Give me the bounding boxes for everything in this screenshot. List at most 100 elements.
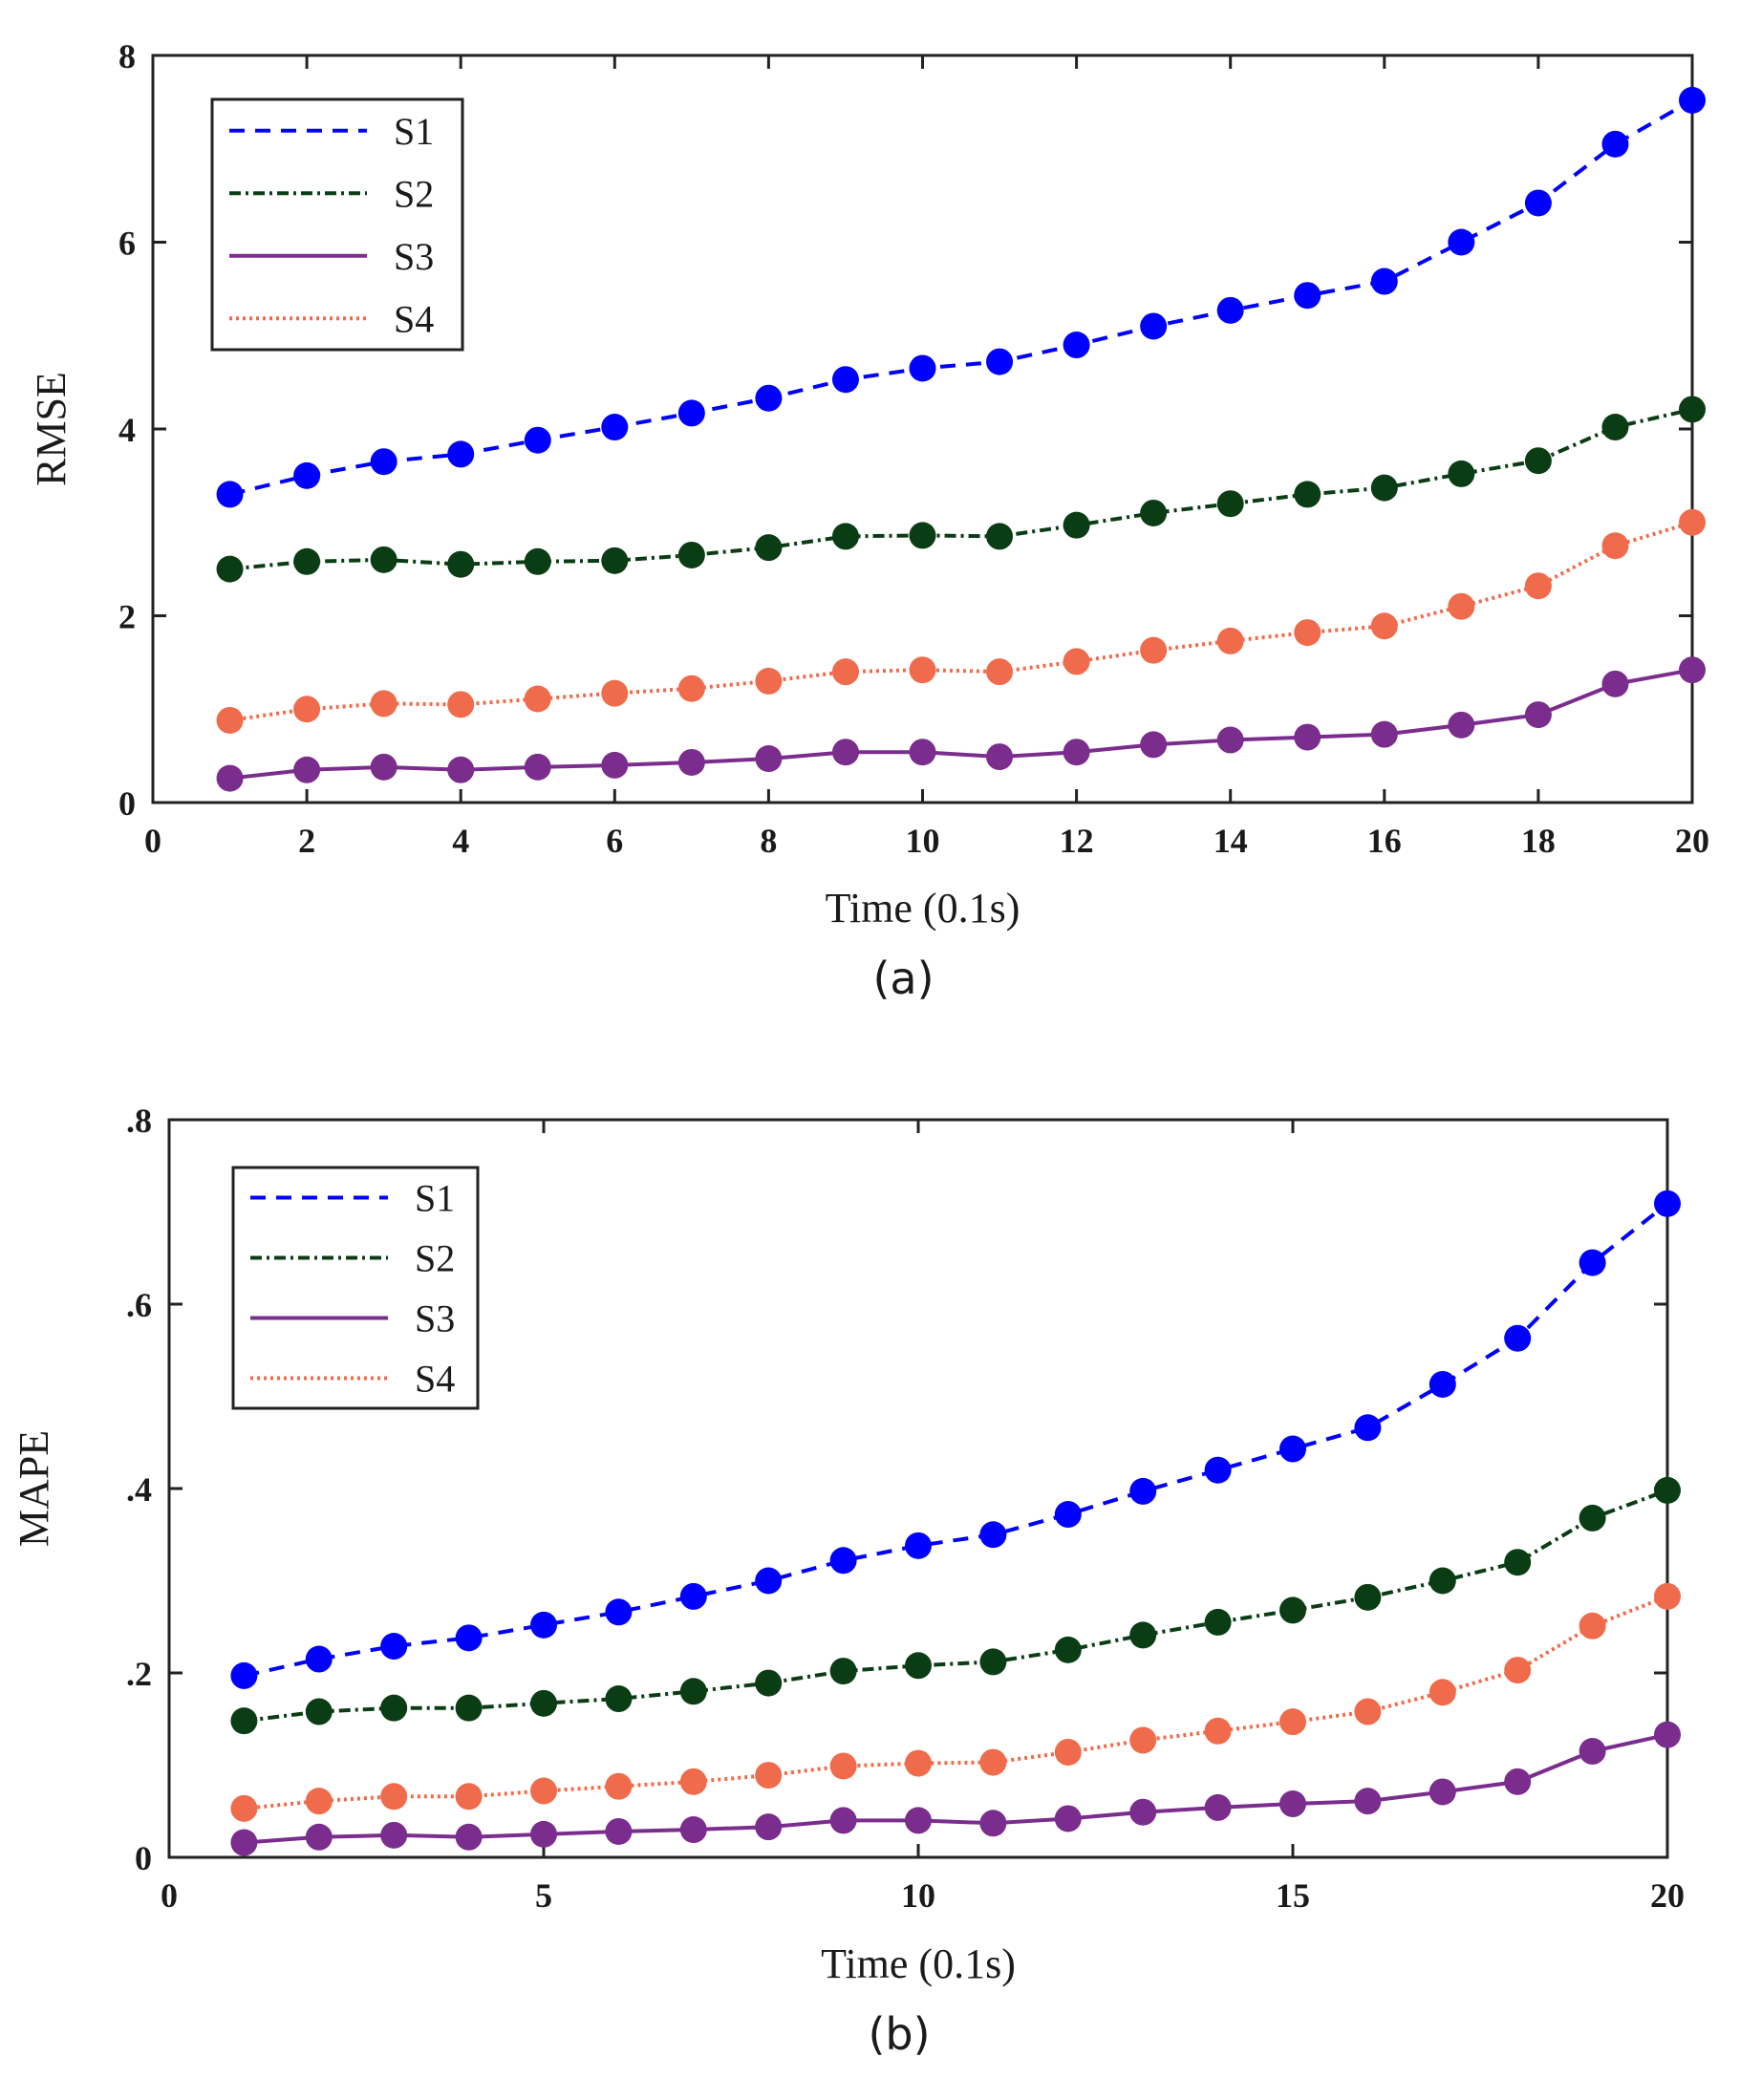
data-point-s3 — [829, 1807, 857, 1834]
series-line-s1 — [229, 98, 1693, 497]
data-point-s3 — [679, 1816, 707, 1844]
data-point-s3 — [1601, 670, 1629, 697]
data-point-s4 — [1579, 1612, 1606, 1639]
y-tick-label: .2 — [126, 1655, 152, 1693]
data-point-s3 — [1579, 1738, 1606, 1766]
data-point-s1 — [1129, 1477, 1157, 1505]
data-point-s2 — [986, 523, 1014, 550]
data-point-s1 — [1524, 189, 1552, 217]
data-point-s4 — [679, 1768, 707, 1795]
data-point-s1 — [1504, 1324, 1532, 1352]
data-point-s2 — [829, 1658, 857, 1685]
x-tick-label: 8 — [760, 822, 777, 860]
data-point-s3 — [905, 1807, 932, 1834]
legend-label-s2: S2 — [394, 172, 434, 215]
data-point-s1 — [1370, 268, 1398, 295]
data-point-s2 — [905, 1652, 932, 1680]
x-tick-label: 10 — [901, 1876, 935, 1915]
legend-label-s3: S3 — [394, 235, 434, 278]
data-point-s1 — [447, 440, 475, 468]
x-tick-label: 6 — [606, 822, 623, 860]
data-point-s2 — [1429, 1567, 1456, 1595]
data-point-s3 — [305, 1823, 333, 1851]
data-point-s4 — [831, 658, 859, 686]
data-point-s1 — [1654, 1189, 1681, 1217]
data-point-s4 — [677, 675, 705, 702]
data-point-s1 — [1579, 1249, 1606, 1276]
y-tick-label: 8 — [118, 37, 136, 75]
data-point-s2 — [1129, 1621, 1157, 1649]
data-point-s4 — [605, 1772, 633, 1800]
data-point-s2 — [1063, 511, 1090, 539]
data-point-s3 — [1054, 1805, 1082, 1832]
data-point-s1 — [979, 1521, 1007, 1549]
data-point-s4 — [1524, 572, 1552, 600]
data-point-s2 — [1054, 1636, 1082, 1663]
data-point-s1 — [293, 461, 321, 489]
data-point-s2 — [601, 546, 629, 574]
data-point-s2 — [605, 1685, 633, 1713]
y-tick-label: 0 — [118, 784, 136, 823]
y-tick-label: .4 — [126, 1470, 152, 1509]
data-point-s4 — [986, 658, 1014, 686]
data-point-s4 — [380, 1783, 408, 1811]
data-point-s4 — [455, 1783, 483, 1811]
data-point-s1 — [605, 1598, 633, 1626]
data-point-s2 — [1216, 490, 1244, 518]
y-tick-label: 2 — [118, 598, 136, 636]
data-point-s1 — [1429, 1370, 1456, 1398]
data-point-s4 — [1140, 636, 1168, 664]
legend-box — [210, 97, 464, 352]
data-point-s4 — [829, 1752, 857, 1780]
data-point-s3 — [1524, 701, 1552, 729]
data-point-s4 — [305, 1788, 333, 1815]
data-point-s1 — [1679, 86, 1706, 114]
data-point-s4 — [1448, 592, 1475, 620]
data-point-s4 — [1679, 508, 1706, 536]
y-axis-title: MAPE — [11, 1430, 57, 1547]
y-tick-label: .8 — [126, 1102, 152, 1140]
data-point-s1 — [1294, 282, 1321, 310]
data-point-s1 — [1216, 296, 1244, 324]
data-point-s3 — [530, 1820, 557, 1848]
data-point-s1 — [909, 354, 936, 382]
data-point-s1 — [455, 1624, 483, 1652]
data-point-s3 — [755, 1813, 783, 1841]
data-point-s2 — [755, 534, 783, 562]
data-point-s4 — [1370, 612, 1398, 640]
data-point-s4 — [755, 1762, 783, 1789]
y-tick-label: .6 — [126, 1286, 152, 1324]
x-tick-label: 15 — [1276, 1876, 1310, 1915]
series-line-s2 — [229, 407, 1693, 571]
data-point-s1 — [1448, 228, 1475, 256]
panel-label: (a) — [872, 953, 934, 1004]
data-point-s3 — [1429, 1778, 1456, 1806]
data-point-s4 — [1129, 1726, 1157, 1754]
data-point-s4 — [1204, 1717, 1232, 1745]
x-tick-label: 20 — [1675, 822, 1709, 860]
legend-box — [231, 1166, 480, 1410]
data-point-s1 — [370, 448, 397, 476]
data-point-s1 — [230, 1661, 258, 1689]
data-point-s3 — [755, 745, 783, 773]
data-point-s3 — [380, 1821, 408, 1849]
x-tick-label: 10 — [906, 822, 940, 860]
x-tick-label: 4 — [452, 822, 469, 860]
series-s4 — [216, 508, 1706, 734]
data-point-s4 — [1654, 1582, 1681, 1610]
x-tick-label: 2 — [298, 822, 315, 860]
data-point-s1 — [601, 414, 629, 441]
data-point-s1 — [1601, 130, 1629, 158]
data-point-s2 — [1654, 1476, 1681, 1504]
data-point-s3 — [370, 753, 397, 781]
legend-label-s3: S3 — [415, 1297, 455, 1340]
data-point-s4 — [524, 685, 551, 713]
x-tick-label: 20 — [1650, 1876, 1685, 1915]
data-point-s3 — [1354, 1788, 1382, 1815]
x-tick-label: 0 — [144, 822, 161, 860]
series-s3 — [216, 656, 1706, 792]
data-point-s3 — [979, 1810, 1007, 1837]
data-point-s3 — [986, 743, 1014, 771]
data-point-s2 — [755, 1669, 783, 1697]
data-point-s1 — [1279, 1435, 1306, 1463]
